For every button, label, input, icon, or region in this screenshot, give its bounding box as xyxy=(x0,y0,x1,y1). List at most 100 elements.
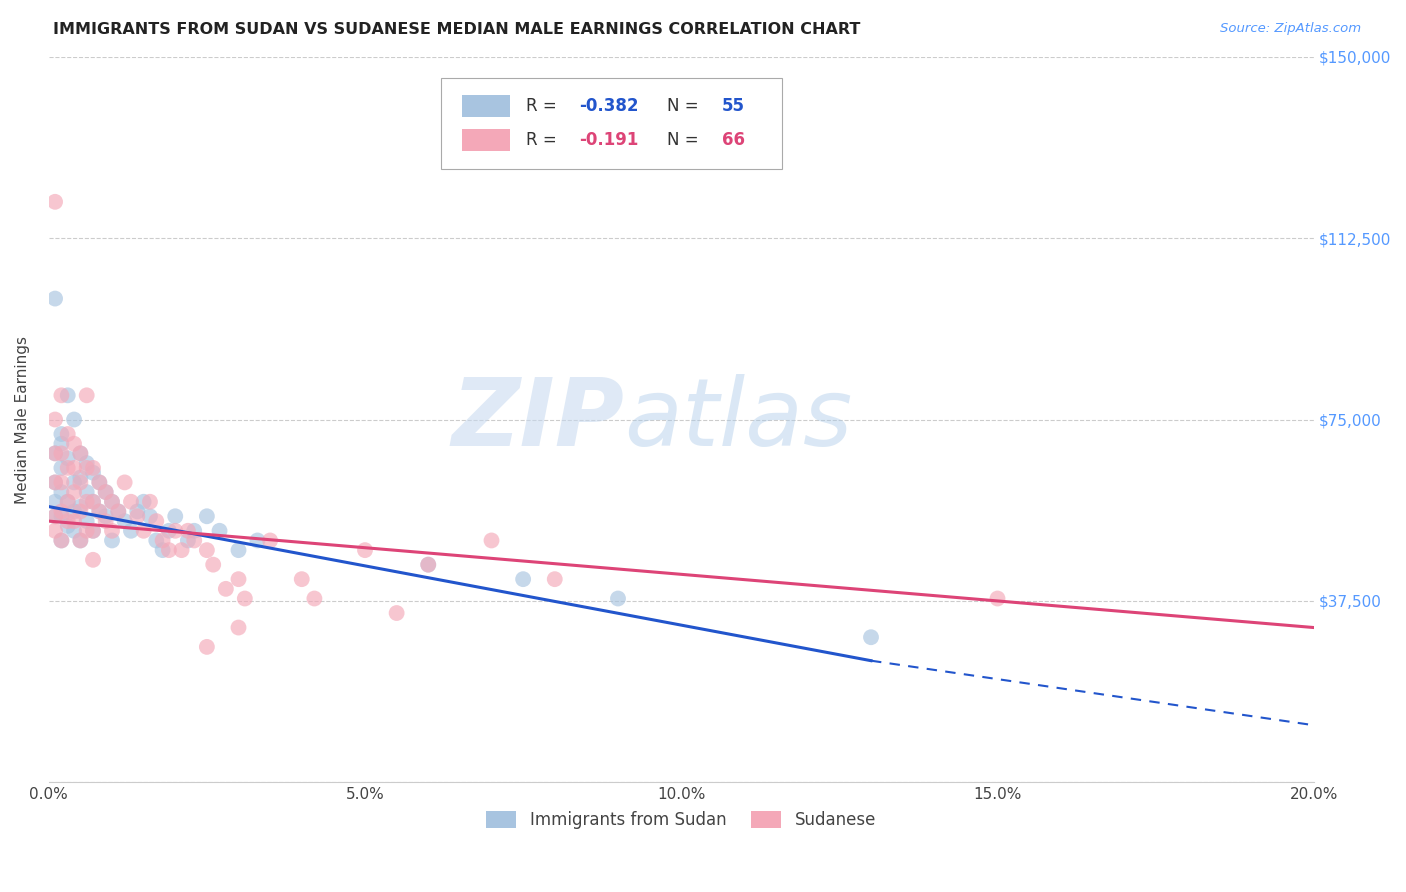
Point xyxy=(165,509,187,524)
Point xyxy=(51,485,73,500)
FancyBboxPatch shape xyxy=(463,95,510,117)
Point xyxy=(69,475,91,490)
Point xyxy=(63,485,86,500)
Point xyxy=(76,485,98,500)
Point xyxy=(120,524,142,538)
Point xyxy=(607,591,630,606)
Point xyxy=(63,504,86,518)
Point xyxy=(69,470,91,484)
Point xyxy=(291,572,314,586)
Point xyxy=(51,388,73,402)
Point xyxy=(986,591,1008,606)
Point xyxy=(354,543,377,558)
Point xyxy=(63,412,86,426)
Point xyxy=(228,543,250,558)
Point xyxy=(132,495,155,509)
Point xyxy=(44,194,66,209)
Point xyxy=(76,456,98,470)
Text: Source: ZipAtlas.com: Source: ZipAtlas.com xyxy=(1220,22,1361,36)
Point xyxy=(228,572,250,586)
Point xyxy=(127,504,149,518)
Point xyxy=(94,485,117,500)
Text: ZIP: ZIP xyxy=(451,374,624,466)
Point xyxy=(76,495,98,509)
Text: N =: N = xyxy=(668,97,704,115)
Point xyxy=(51,504,73,518)
Point xyxy=(56,427,79,442)
Point xyxy=(82,553,104,567)
Text: R =: R = xyxy=(526,97,561,115)
Text: N =: N = xyxy=(668,131,704,149)
Point xyxy=(145,533,167,548)
Point xyxy=(82,466,104,480)
Point xyxy=(56,461,79,475)
Point xyxy=(89,504,111,518)
Text: atlas: atlas xyxy=(624,374,852,465)
Point xyxy=(107,504,129,518)
Point xyxy=(215,582,238,596)
Point xyxy=(44,446,66,460)
Point xyxy=(195,509,218,524)
Point xyxy=(177,524,200,538)
Point xyxy=(304,591,326,606)
Point xyxy=(101,495,124,509)
Point xyxy=(177,533,200,548)
Point xyxy=(114,475,136,490)
Point xyxy=(82,461,104,475)
Point xyxy=(76,461,98,475)
Point xyxy=(63,514,86,528)
Point xyxy=(418,558,440,572)
Point xyxy=(195,543,218,558)
Point xyxy=(127,509,149,524)
Text: -0.191: -0.191 xyxy=(579,131,638,149)
Point xyxy=(69,446,91,460)
Point xyxy=(195,640,218,654)
Point xyxy=(228,621,250,635)
Point xyxy=(51,475,73,490)
Point xyxy=(120,495,142,509)
Point xyxy=(94,485,117,500)
Point xyxy=(69,533,91,548)
Point xyxy=(157,543,180,558)
Point xyxy=(208,524,231,538)
Point xyxy=(89,504,111,518)
Point xyxy=(69,446,91,460)
Point xyxy=(152,543,174,558)
Point xyxy=(44,446,66,460)
Point xyxy=(114,514,136,528)
Point xyxy=(44,495,66,509)
Point xyxy=(44,292,66,306)
FancyBboxPatch shape xyxy=(463,129,510,151)
FancyBboxPatch shape xyxy=(441,78,783,169)
Text: 55: 55 xyxy=(721,97,745,115)
Point xyxy=(51,446,73,460)
Text: R =: R = xyxy=(526,131,561,149)
Point xyxy=(165,524,187,538)
Point xyxy=(69,504,91,518)
Point xyxy=(259,533,281,548)
Point xyxy=(63,436,86,450)
Point xyxy=(51,436,73,450)
Point xyxy=(51,461,73,475)
Point xyxy=(183,533,205,548)
Point xyxy=(101,524,124,538)
Point xyxy=(56,388,79,402)
Point xyxy=(56,451,79,466)
Point xyxy=(51,509,73,524)
Point xyxy=(418,558,440,572)
Point xyxy=(152,533,174,548)
Point xyxy=(183,524,205,538)
Point xyxy=(145,514,167,528)
Point xyxy=(82,495,104,509)
Point xyxy=(170,543,193,558)
Point xyxy=(44,412,66,426)
Point xyxy=(233,591,256,606)
Point xyxy=(859,630,882,644)
Point xyxy=(51,533,73,548)
Point xyxy=(51,427,73,442)
Point xyxy=(56,519,79,533)
Legend: Immigrants from Sudan, Sudanese: Immigrants from Sudan, Sudanese xyxy=(479,805,883,836)
Text: IMMIGRANTS FROM SUDAN VS SUDANESE MEDIAN MALE EARNINGS CORRELATION CHART: IMMIGRANTS FROM SUDAN VS SUDANESE MEDIAN… xyxy=(53,22,860,37)
Point xyxy=(157,524,180,538)
Point xyxy=(512,572,534,586)
